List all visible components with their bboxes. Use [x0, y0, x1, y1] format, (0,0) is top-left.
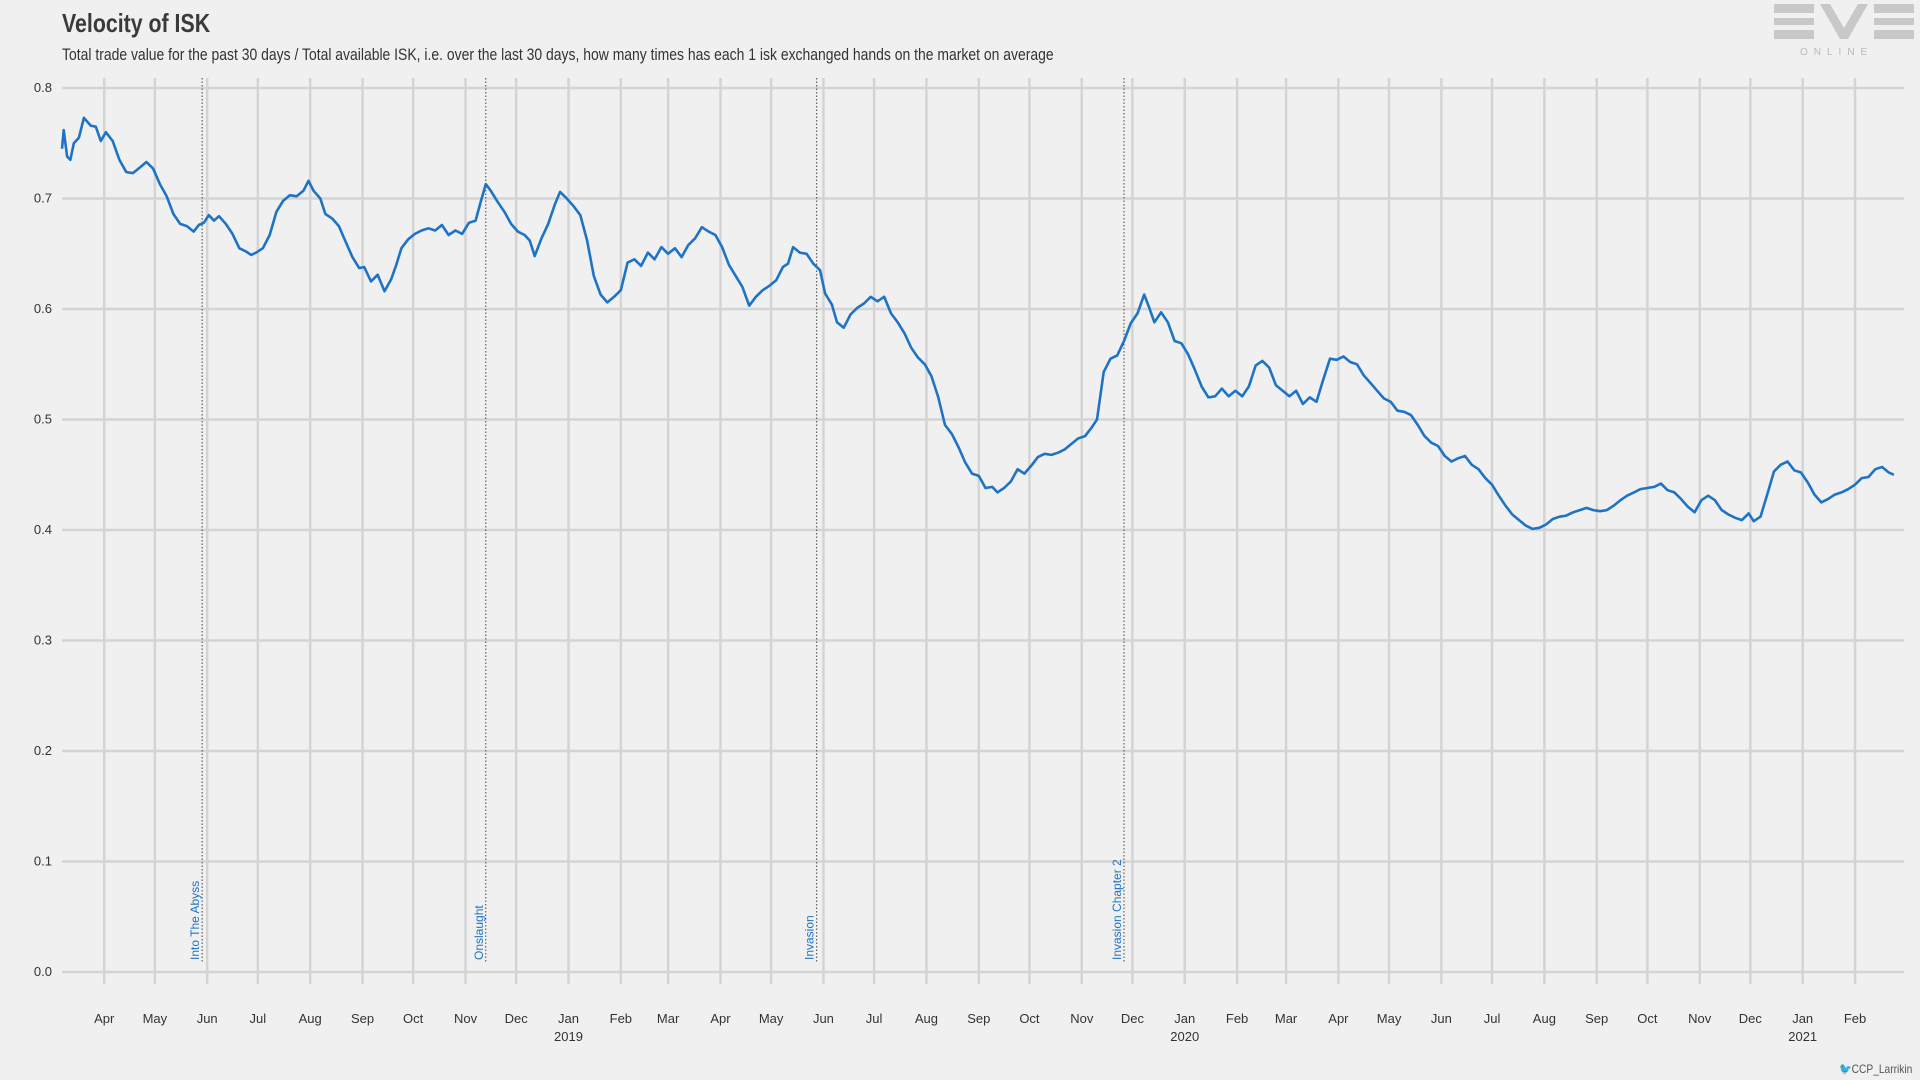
x-tick-label: Nov	[1070, 1011, 1094, 1026]
x-tick-label: Oct	[1019, 1011, 1040, 1026]
author-credit[interactable]: 🐦CCP_Larrikin	[1839, 1062, 1912, 1076]
x-tick-label: Oct	[1637, 1011, 1658, 1026]
x-tick-label: Nov	[454, 1011, 478, 1026]
x-tick-label: Jan	[1174, 1011, 1195, 1026]
series-group	[60, 116, 1895, 531]
y-axis: 0.0 0.1 0.2 0.3 0.4 0.5 0.6 0.7 0.8	[34, 80, 52, 979]
x-year-label: 2019	[554, 1029, 583, 1044]
y-tick-label: 0.5	[34, 412, 52, 427]
series-line	[60, 116, 1895, 531]
x-tick-label: Sep	[1585, 1011, 1608, 1026]
x-axis: Apr May Jun Jul Aug Sep Oct Nov Dec Jan 2019 Feb Mar…	[94, 1011, 1866, 1044]
annotation-label: Invasion Chapter 2	[1110, 859, 1124, 960]
grid-lines	[62, 78, 1904, 984]
annotation-label: Invasion	[803, 915, 817, 960]
x-tick-label: Apr	[710, 1011, 731, 1026]
x-tick-label: Jul	[250, 1011, 267, 1026]
chart-title: Velocity of ISK	[62, 8, 211, 38]
x-tick-label: Sep	[351, 1011, 374, 1026]
annotation-label: Onslaught	[472, 905, 486, 960]
x-tick-label: Apr	[1328, 1011, 1349, 1026]
x-tick-label: Feb	[1844, 1011, 1866, 1026]
chart-subtitle: Total trade value for the past 30 days /…	[62, 45, 1054, 64]
release-annotations: Into The Abyss Onslaught Invasion Invasion …	[188, 78, 1125, 962]
y-tick-label: 0.3	[34, 633, 52, 648]
credit-handle: CCP_Larrikin	[1851, 1062, 1912, 1076]
x-tick-label: Jun	[813, 1011, 834, 1026]
x-tick-label: Dec	[1121, 1011, 1145, 1026]
y-tick-label: 0.1	[34, 854, 52, 869]
x-tick-label: Jan	[558, 1011, 579, 1026]
x-tick-label: Jun	[1431, 1011, 1452, 1026]
x-tick-label: Oct	[403, 1011, 424, 1026]
x-tick-label: Aug	[299, 1011, 322, 1026]
eve-logo-icon	[1774, 4, 1914, 39]
x-tick-label: Aug	[915, 1011, 938, 1026]
y-tick-label: 0.4	[34, 522, 52, 537]
x-tick-label: Mar	[657, 1011, 680, 1026]
x-tick-label: Dec	[505, 1011, 529, 1026]
x-tick-label: May	[1377, 1011, 1402, 1026]
eve-online-logo: ONLINE	[1774, 2, 1914, 62]
y-tick-label: 0.0	[34, 964, 52, 979]
x-tick-label: May	[759, 1011, 784, 1026]
x-tick-label: Feb	[1226, 1011, 1248, 1026]
x-tick-label: Jun	[197, 1011, 218, 1026]
y-tick-label: 0.6	[34, 301, 52, 316]
x-tick-label: Sep	[967, 1011, 990, 1026]
x-tick-label: Mar	[1275, 1011, 1298, 1026]
x-tick-label: Jul	[1484, 1011, 1501, 1026]
y-tick-label: 0.2	[34, 743, 52, 758]
x-tick-label: Feb	[610, 1011, 632, 1026]
x-tick-label: Dec	[1739, 1011, 1763, 1026]
y-tick-label: 0.8	[34, 80, 52, 95]
x-tick-label: May	[143, 1011, 168, 1026]
logo-subtext: ONLINE	[1800, 47, 1874, 58]
x-tick-label: Jul	[866, 1011, 883, 1026]
x-tick-label: Aug	[1533, 1011, 1556, 1026]
x-tick-label: Apr	[94, 1011, 115, 1026]
x-tick-label: Nov	[1688, 1011, 1712, 1026]
x-tick-label: Jan	[1792, 1011, 1813, 1026]
annotation-label: Into The Abyss	[188, 881, 202, 960]
y-tick-label: 0.7	[34, 191, 52, 206]
x-year-label: 2021	[1788, 1029, 1817, 1044]
x-year-label: 2020	[1170, 1029, 1199, 1044]
twitter-bird-icon: 🐦	[1838, 1062, 1852, 1076]
